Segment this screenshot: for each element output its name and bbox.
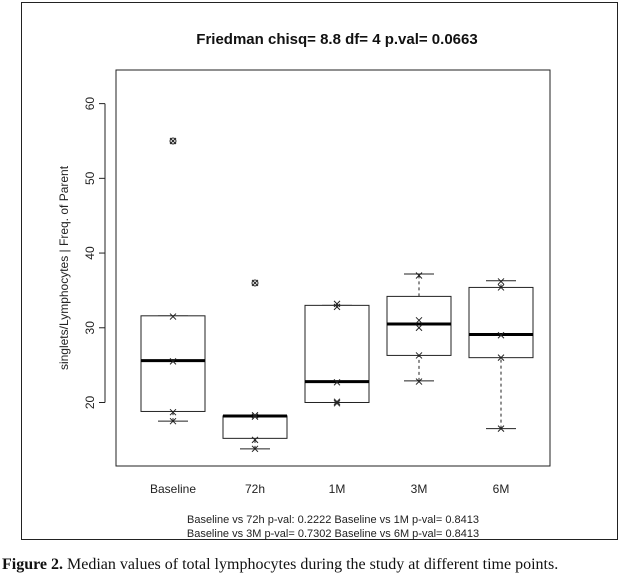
data-point-stroke — [415, 272, 423, 279]
data-point-stroke — [169, 408, 177, 416]
data-point — [169, 313, 177, 320]
data-point — [497, 425, 505, 432]
data-point-stroke — [497, 425, 505, 432]
caption-label: Figure 2. — [2, 556, 64, 573]
data-point — [415, 378, 423, 385]
footnote-line-2: Baseline vs 3M p-val= 0.7302 Baseline vs… — [187, 528, 479, 540]
plot-area — [115, 69, 551, 467]
y-tick-label: 40 — [83, 246, 97, 260]
data-point-stroke — [169, 313, 177, 320]
x-axis: Baseline 72h 1M 3M 6M — [150, 482, 509, 496]
data-point — [251, 413, 259, 421]
chart-title: Friedman chisq= 8.8 df= 4 p.val= 0.0663 — [196, 31, 477, 48]
data-point — [497, 284, 505, 291]
box-iqr — [468, 286, 534, 359]
data-point — [497, 278, 505, 285]
data-point-stroke — [497, 284, 505, 291]
data-point-stroke — [169, 358, 177, 365]
footnote-line-1: Baseline vs 72h p-val: 0.2222 Baseline v… — [187, 514, 479, 526]
data-point — [333, 378, 341, 386]
figure-caption: Figure 2. Median values of total lymphoc… — [2, 556, 638, 574]
box-3M — [386, 272, 452, 385]
data-point — [497, 331, 505, 339]
data-point-stroke — [251, 413, 259, 421]
caption-text: Median values of total lymphocytes durin… — [63, 556, 559, 573]
data-point-stroke — [497, 354, 505, 362]
data-point — [333, 398, 341, 406]
data-point — [333, 303, 341, 311]
outlier-point — [251, 279, 259, 287]
figure-frame — [21, 2, 618, 540]
data-point — [497, 354, 505, 362]
boxes-group — [140, 137, 534, 453]
box-6M — [468, 278, 534, 432]
box-iqr — [386, 295, 452, 356]
y-axis-label: singlets/Lymphocytes | Freq. of Parent — [57, 165, 71, 370]
box-72h — [222, 279, 288, 453]
data-point — [251, 279, 259, 287]
y-tick-label: 50 — [83, 171, 97, 185]
x-tick-label: 6M — [493, 482, 510, 496]
data-point-stroke — [497, 331, 505, 339]
y-tick-label: 60 — [83, 97, 97, 111]
data-point-stroke — [415, 378, 423, 385]
data-point-stroke — [333, 398, 341, 406]
data-point — [415, 324, 423, 332]
data-point — [415, 352, 423, 359]
box-iqr — [222, 415, 288, 439]
data-point — [251, 411, 259, 419]
boxplot-chart: Friedman chisq= 8.8 df= 4 p.val= 0.0663 … — [57, 31, 551, 540]
box-iqr — [304, 304, 370, 403]
data-point — [333, 399, 341, 407]
x-tick-label: 72h — [245, 482, 265, 496]
y-tick-label: 20 — [83, 395, 97, 409]
x-tick-label: Baseline — [150, 482, 196, 496]
data-point-stroke — [415, 316, 423, 324]
x-tick-label: 1M — [329, 482, 346, 496]
data-point-stroke — [251, 279, 259, 287]
data-point-stroke — [251, 436, 259, 444]
box-iqr — [140, 315, 206, 412]
box-1M — [304, 300, 370, 407]
y-tick-label: 30 — [83, 321, 97, 335]
data-point-stroke — [333, 399, 341, 407]
data-point — [169, 408, 177, 416]
data-point-stroke — [169, 417, 177, 425]
data-point-stroke — [415, 352, 423, 359]
data-point — [169, 417, 177, 425]
data-point-stroke — [333, 300, 341, 308]
data-point-stroke — [251, 445, 259, 453]
data-point — [415, 316, 423, 324]
data-point — [333, 300, 341, 308]
data-point-stroke — [415, 324, 423, 332]
data-point — [169, 137, 177, 145]
data-point-stroke — [169, 137, 177, 145]
outlier-point — [169, 137, 177, 145]
data-point — [415, 272, 423, 279]
y-axis: 20 30 40 50 60 — [83, 97, 106, 409]
box-Baseline — [140, 137, 206, 425]
x-tick-label: 3M — [411, 482, 428, 496]
data-point — [251, 436, 259, 444]
data-point-stroke — [333, 303, 341, 311]
data-point — [169, 358, 177, 365]
data-point-stroke — [333, 378, 341, 386]
data-point-stroke — [251, 411, 259, 419]
data-point — [251, 445, 259, 453]
data-point-stroke — [497, 278, 505, 285]
